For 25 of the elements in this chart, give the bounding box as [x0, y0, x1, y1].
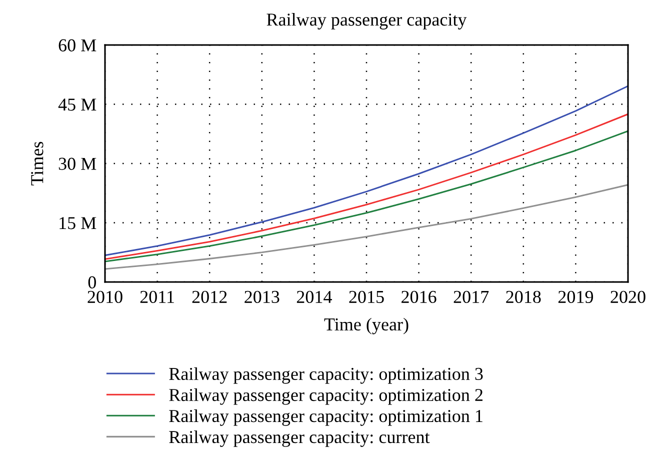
x-tick-label: 2011: [140, 290, 174, 304]
legend-label: Railway passenger capacity: optimization 1: [169, 409, 482, 426]
x-tick-label: 2010: [88, 290, 122, 304]
x-axis-title: Time (year): [324, 318, 408, 334]
y-tick-label: 60 M: [58, 39, 96, 52]
y-tick-label: 30 M: [58, 158, 96, 170]
x-tick-label: 2020: [610, 290, 646, 304]
legend-label: Railway passenger capacity: current: [169, 430, 430, 447]
x-tick-label: 2014: [296, 290, 332, 304]
x-tick-label: 2016: [402, 290, 436, 304]
x-tick-label: 2018: [506, 290, 541, 304]
legend-label: Railway passenger capacity: optimization 2: [169, 388, 482, 405]
y-axis-title: Times: [31, 142, 44, 186]
x-tick-label: 2019: [558, 290, 594, 304]
x-tick-label: 2017: [454, 290, 489, 304]
y-tick-label: 15 M: [60, 217, 96, 230]
x-tick-label: 2012: [192, 290, 227, 304]
line-series: [105, 85, 628, 256]
chart-title: Railway passenger capacity: [266, 13, 467, 30]
x-tick-label: 2013: [244, 290, 280, 304]
y-tick-label: 0: [88, 276, 96, 288]
legend-label: Railway passenger capacity: optimization 3: [169, 367, 483, 384]
y-tick-label: 45 M: [58, 98, 96, 111]
line-series: [105, 184, 628, 270]
x-tick-label: 2015: [349, 290, 384, 304]
